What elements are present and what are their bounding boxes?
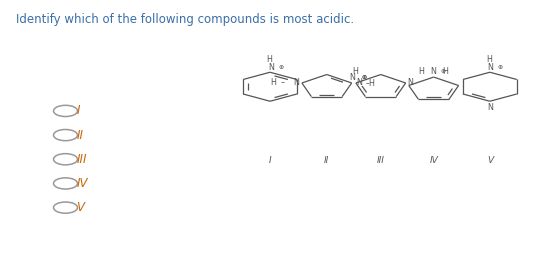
Text: –: – — [281, 78, 285, 87]
Text: IV: IV — [429, 156, 438, 165]
Text: III: III — [77, 153, 87, 166]
Text: N: N — [356, 78, 362, 87]
Text: N: N — [431, 67, 436, 76]
Text: N: N — [487, 102, 493, 112]
Text: –H: –H — [365, 79, 375, 88]
Text: I: I — [77, 105, 80, 118]
Text: N: N — [294, 78, 299, 87]
Text: H: H — [443, 67, 449, 76]
Text: II: II — [324, 156, 329, 165]
Text: IV: IV — [77, 177, 88, 190]
Text: H: H — [271, 78, 277, 87]
Text: H: H — [486, 55, 491, 64]
Text: I: I — [269, 156, 271, 165]
Text: N: N — [488, 63, 493, 72]
Text: V: V — [487, 156, 493, 165]
Text: ⊕: ⊕ — [498, 66, 503, 70]
Text: ⊕: ⊕ — [279, 66, 284, 70]
Text: H: H — [353, 67, 358, 76]
Text: H: H — [267, 55, 272, 64]
Text: V: V — [77, 201, 84, 214]
Text: III: III — [377, 156, 385, 165]
Text: ⊕: ⊕ — [440, 69, 445, 74]
Text: H: H — [419, 67, 425, 76]
Text: N: N — [349, 73, 355, 82]
Text: ⊕: ⊕ — [361, 75, 366, 80]
Text: N: N — [407, 78, 413, 87]
Text: ⊕: ⊕ — [361, 75, 367, 80]
Text: N: N — [269, 63, 274, 72]
Text: Identify which of the following compounds is most acidic.: Identify which of the following compound… — [17, 13, 354, 26]
Text: II: II — [77, 129, 83, 142]
